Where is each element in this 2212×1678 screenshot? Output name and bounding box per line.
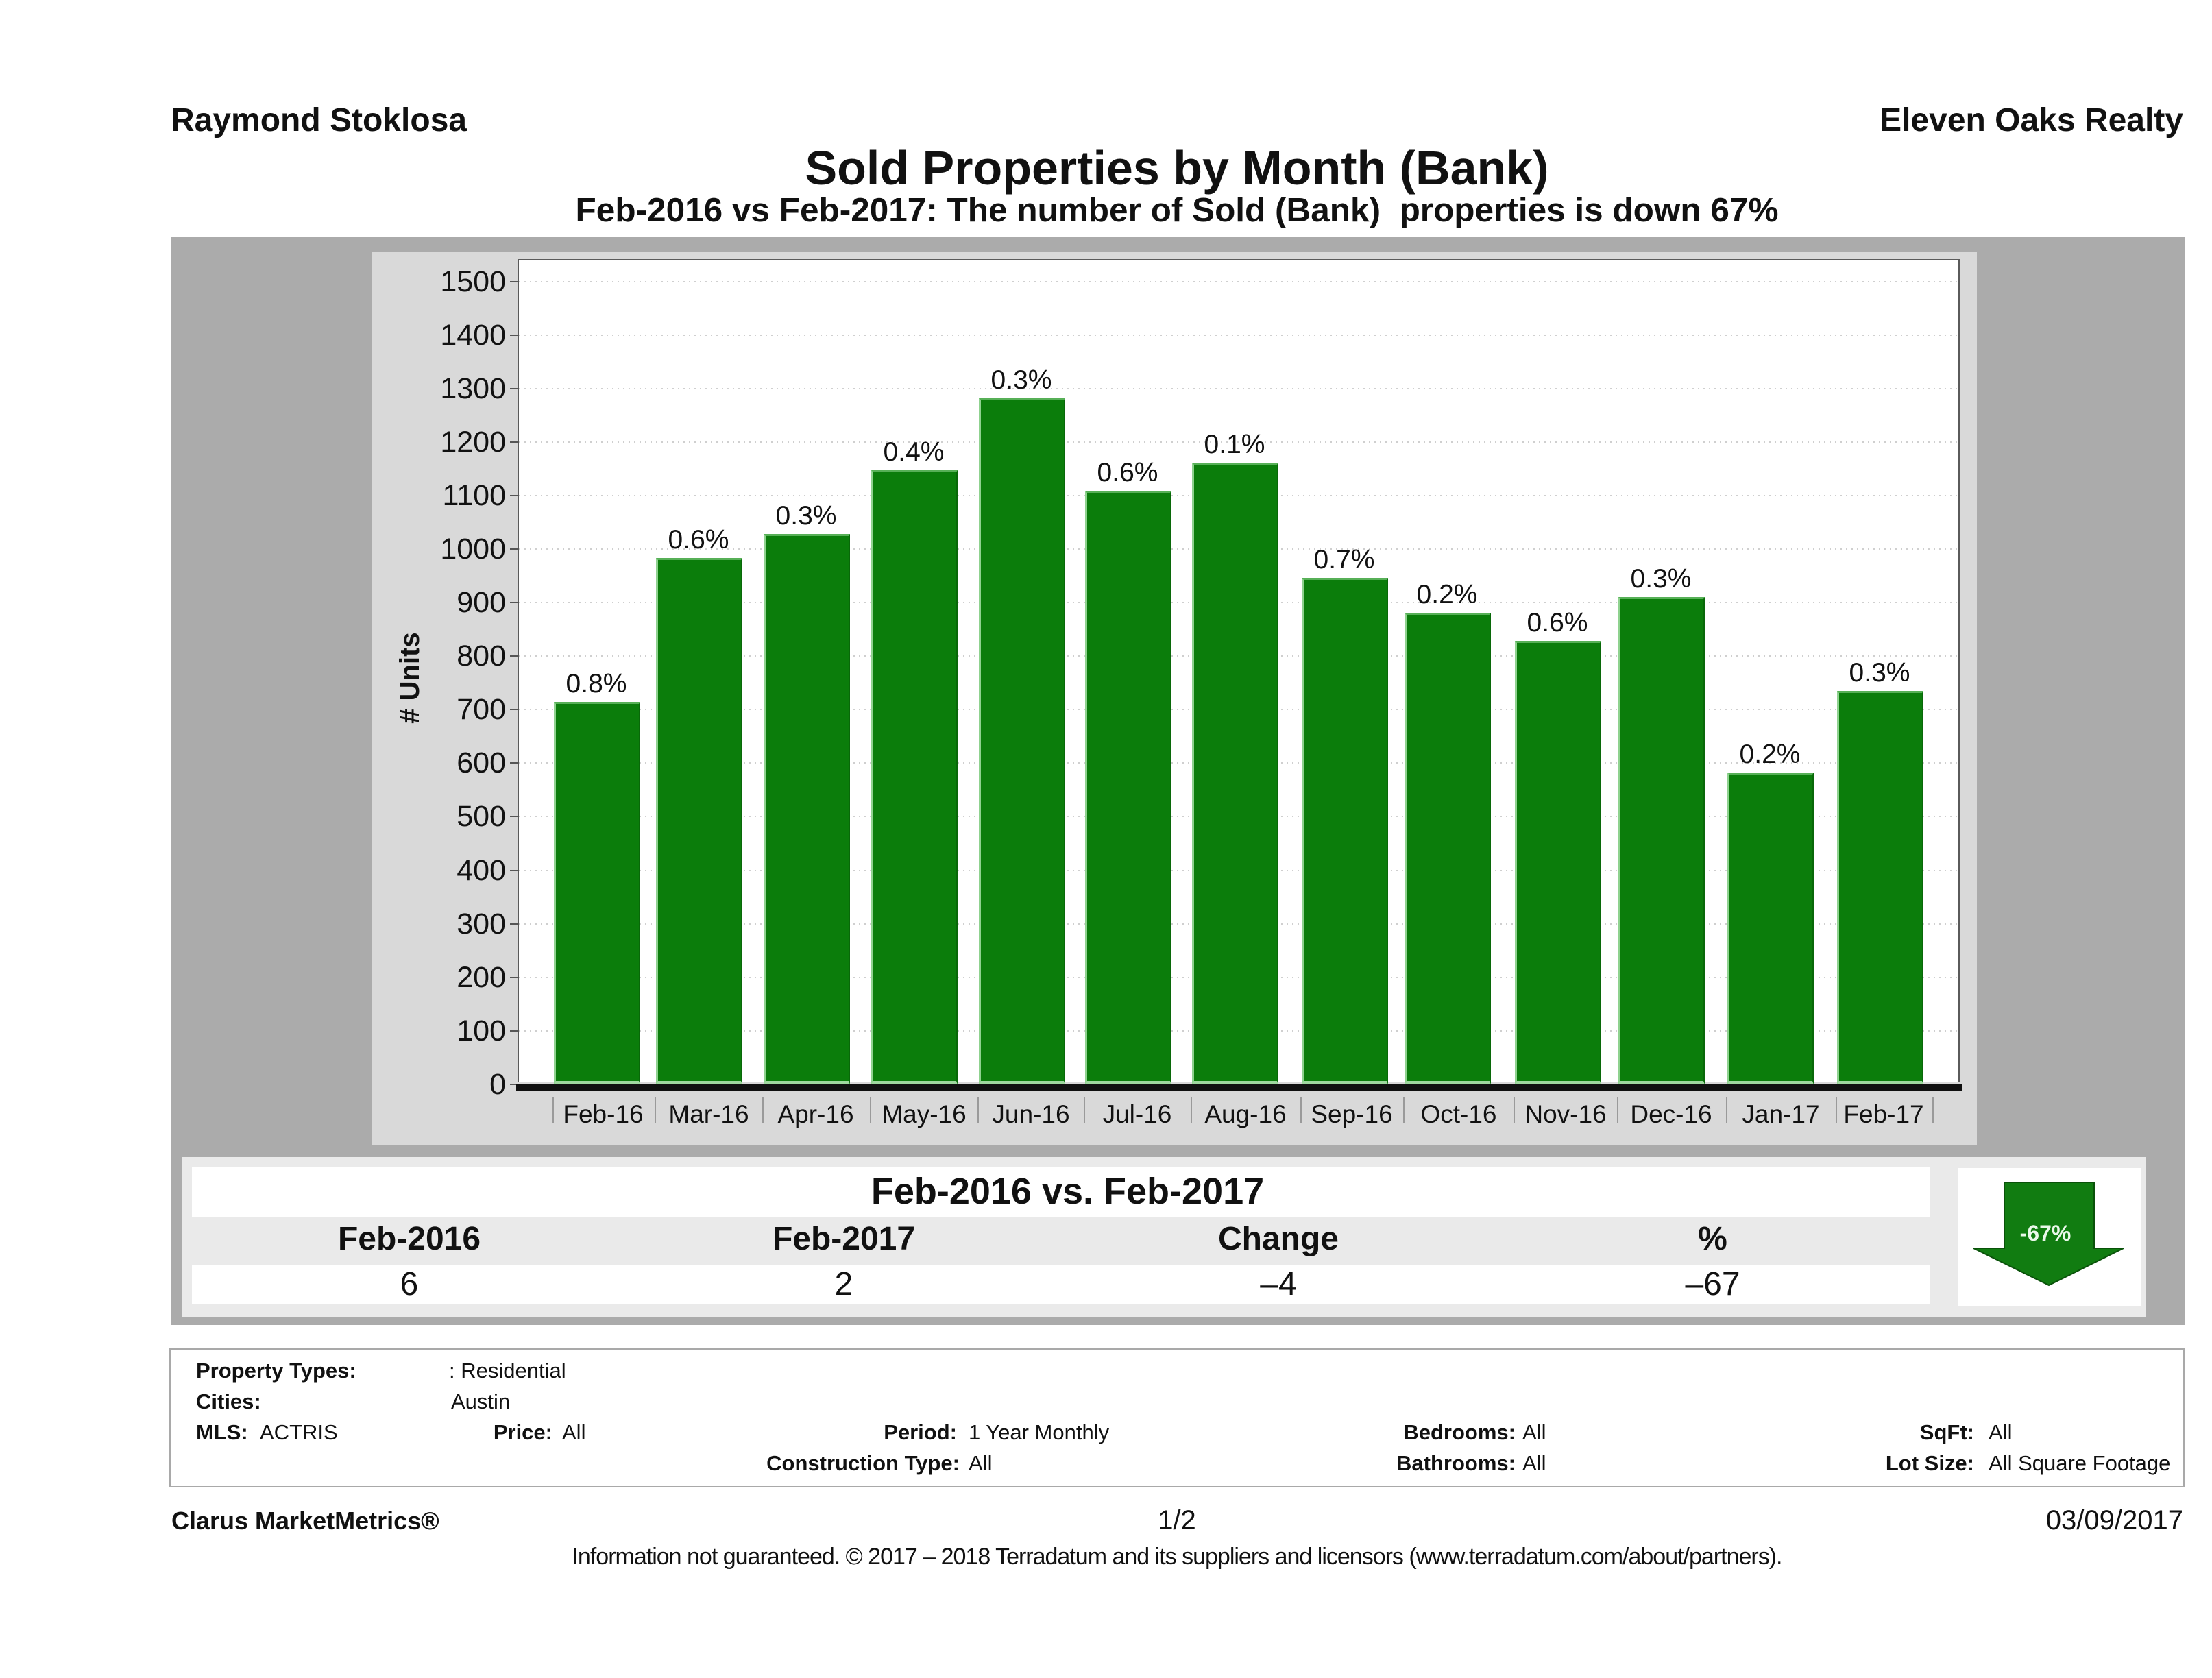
svg-text:-67%: -67% xyxy=(2020,1221,2071,1245)
